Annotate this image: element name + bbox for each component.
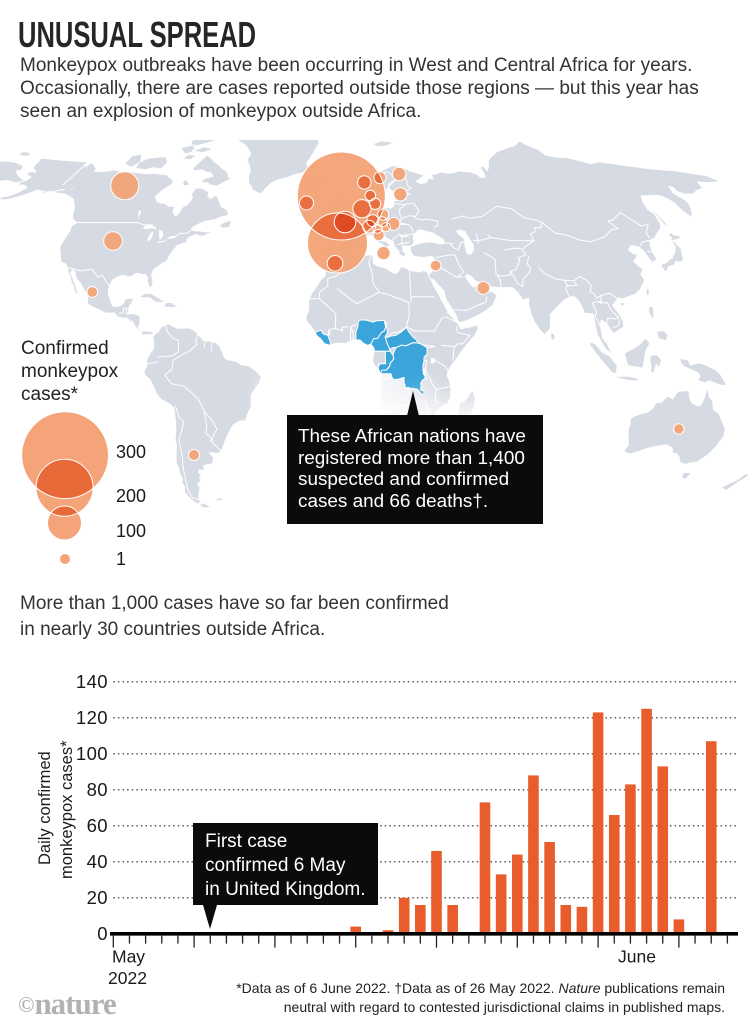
svg-text:60: 60 <box>87 815 108 836</box>
svg-text:40: 40 <box>87 851 108 872</box>
svg-text:140: 140 <box>76 671 108 692</box>
svg-text:May: May <box>112 947 145 967</box>
svg-text:20: 20 <box>87 887 108 908</box>
svg-text:2022: 2022 <box>108 968 147 988</box>
svg-text:0: 0 <box>97 923 108 944</box>
svg-text:80: 80 <box>87 779 108 800</box>
svg-text:monkeypox cases*: monkeypox cases* <box>58 740 76 879</box>
svg-text:100: 100 <box>76 743 108 764</box>
svg-text:June: June <box>618 947 656 967</box>
svg-text:Daily confirmed: Daily confirmed <box>36 751 54 865</box>
svg-text:120: 120 <box>76 707 108 728</box>
